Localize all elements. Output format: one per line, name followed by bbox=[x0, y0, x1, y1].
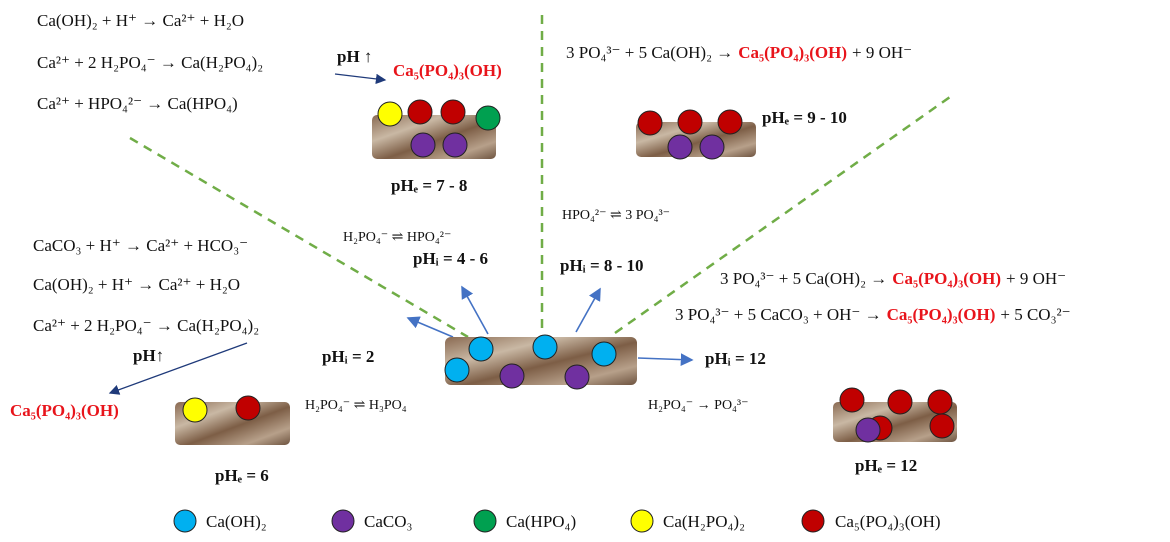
top-left-panel: Ca(OH)₂ + H⁺ → Ca²⁺ + H₂O Ca²⁺ + 2 H₂PO₄… bbox=[37, 11, 502, 195]
trigger: pH↑ bbox=[133, 346, 164, 365]
text-part: Ca₅(PO₄)₃(OH) bbox=[887, 305, 996, 324]
text-part: + 5 CO₃²⁻ bbox=[1000, 305, 1070, 324]
bottom-right-panel: 3 PO₄³⁻ + 5 Ca(OH)₂ →Ca₅(PO₄)₃(OH)+ 9 OH… bbox=[675, 269, 1071, 475]
equilibrium: H₂PO₄⁻ ⇌ HPO₄²⁻ bbox=[343, 230, 451, 245]
legend-label: Ca(OH)₂ bbox=[206, 512, 267, 531]
legend-label: Ca(H₂PO₄)₂ bbox=[663, 512, 745, 531]
reaction: 3 PO₄³⁻ + 5 Ca(OH)₂ → Ca₅(PO₄)₃(OH) + 9 OH… bbox=[566, 43, 912, 62]
ph-label: pHᵢ = 8 - 10 bbox=[560, 256, 644, 275]
ph-label: pHᵢ = 12 bbox=[705, 349, 766, 368]
reaction: Ca²⁺ + 2 H₂PO₄⁻ → Ca(H₂PO₄)₂ bbox=[33, 316, 259, 335]
product: Ca₅(PO₄)₃(OH) bbox=[10, 401, 119, 420]
text-part: Ca₅(PO₄)₃(OH) bbox=[892, 269, 1001, 288]
legend-label: CaCO₃ bbox=[364, 512, 413, 531]
reaction: 3 PO₄³⁻ + 5 Ca(OH)₂ → Ca₅(PO₄)₃(OH) + 9 OH… bbox=[720, 269, 1066, 288]
legend: Ca(OH)₂ CaCO₃ Ca(HPO₄) Ca(H₂PO₄)₂ Ca₅(PO… bbox=[174, 510, 941, 532]
text-part: + 9 OH⁻ bbox=[852, 43, 912, 62]
reaction: Ca²⁺ + HPO₄²⁻ → Ca(HPO₄) bbox=[37, 94, 238, 113]
legend-label: Ca(HPO₄) bbox=[506, 512, 576, 531]
text-part: 3 PO₄³⁻ + 5 Ca(OH)₂ → bbox=[566, 43, 733, 62]
ph-label: pHᵢ = 2 bbox=[322, 347, 374, 366]
reaction: 3 PO₄³⁻ + 5 CaCO₃ + OH⁻ → Ca₅(PO₄)₃(OH)+ … bbox=[675, 305, 1071, 324]
product: Ca₅(PO₄)₃(OH) bbox=[393, 61, 502, 80]
equilibrium: H₂PO₄⁻ → PO₄³⁻ bbox=[648, 398, 749, 413]
reaction: Ca²⁺ + 2 H₂PO₄⁻ → Ca(H₂PO₄)₂ bbox=[37, 53, 263, 72]
equilibrium: HPO₄²⁻ ⇌ 3 PO₄³⁻ bbox=[562, 208, 670, 223]
text-part: 3 PO₄³⁻ + 5 CaCO₃ + OH⁻ → bbox=[675, 305, 882, 324]
bottom-left-panel: CaCO₃ + H⁺ → Ca²⁺ + HCO₃⁻ Ca(OH)₂ + H⁺ →… bbox=[10, 236, 290, 485]
ph-label: pHₑ = 6 bbox=[215, 466, 269, 485]
ph-label: pHₑ = 7 - 8 bbox=[391, 176, 467, 195]
text-part: + 9 OH⁻ bbox=[1006, 269, 1066, 288]
reaction: Ca(OH)₂ + H⁺ → Ca²⁺ + H₂O bbox=[37, 11, 244, 30]
ph-label: pHᵢ = 4 - 6 bbox=[413, 249, 488, 268]
reaction: Ca(OH)₂ + H⁺ → Ca²⁺ + H₂O bbox=[33, 275, 240, 294]
text-part: Ca₅(PO₄)₃(OH) bbox=[738, 43, 847, 62]
diagram: Ca(OH)₂ + H⁺ → Ca²⁺ + H₂O Ca²⁺ + 2 H₂PO₄… bbox=[0, 0, 1170, 542]
ph-label: pHₑ = 12 bbox=[855, 456, 917, 475]
equilibrium: H₂PO₄⁻ ⇌ H₃PO₄ bbox=[305, 398, 407, 413]
legend-label: Ca₅(PO₄)₃(OH) bbox=[835, 512, 941, 531]
reaction: CaCO₃ + H⁺ → Ca²⁺ + HCO₃⁻ bbox=[33, 236, 248, 255]
ph-label: pHₑ = 9 - 10 bbox=[762, 108, 847, 127]
text-part: 3 PO₄³⁻ + 5 Ca(OH)₂ → bbox=[720, 269, 887, 288]
trigger: pH ↑ bbox=[337, 47, 372, 66]
top-right-panel: 3 PO₄³⁻ + 5 Ca(OH)₂ → Ca₅(PO₄)₃(OH) + 9 OH… bbox=[566, 43, 912, 159]
